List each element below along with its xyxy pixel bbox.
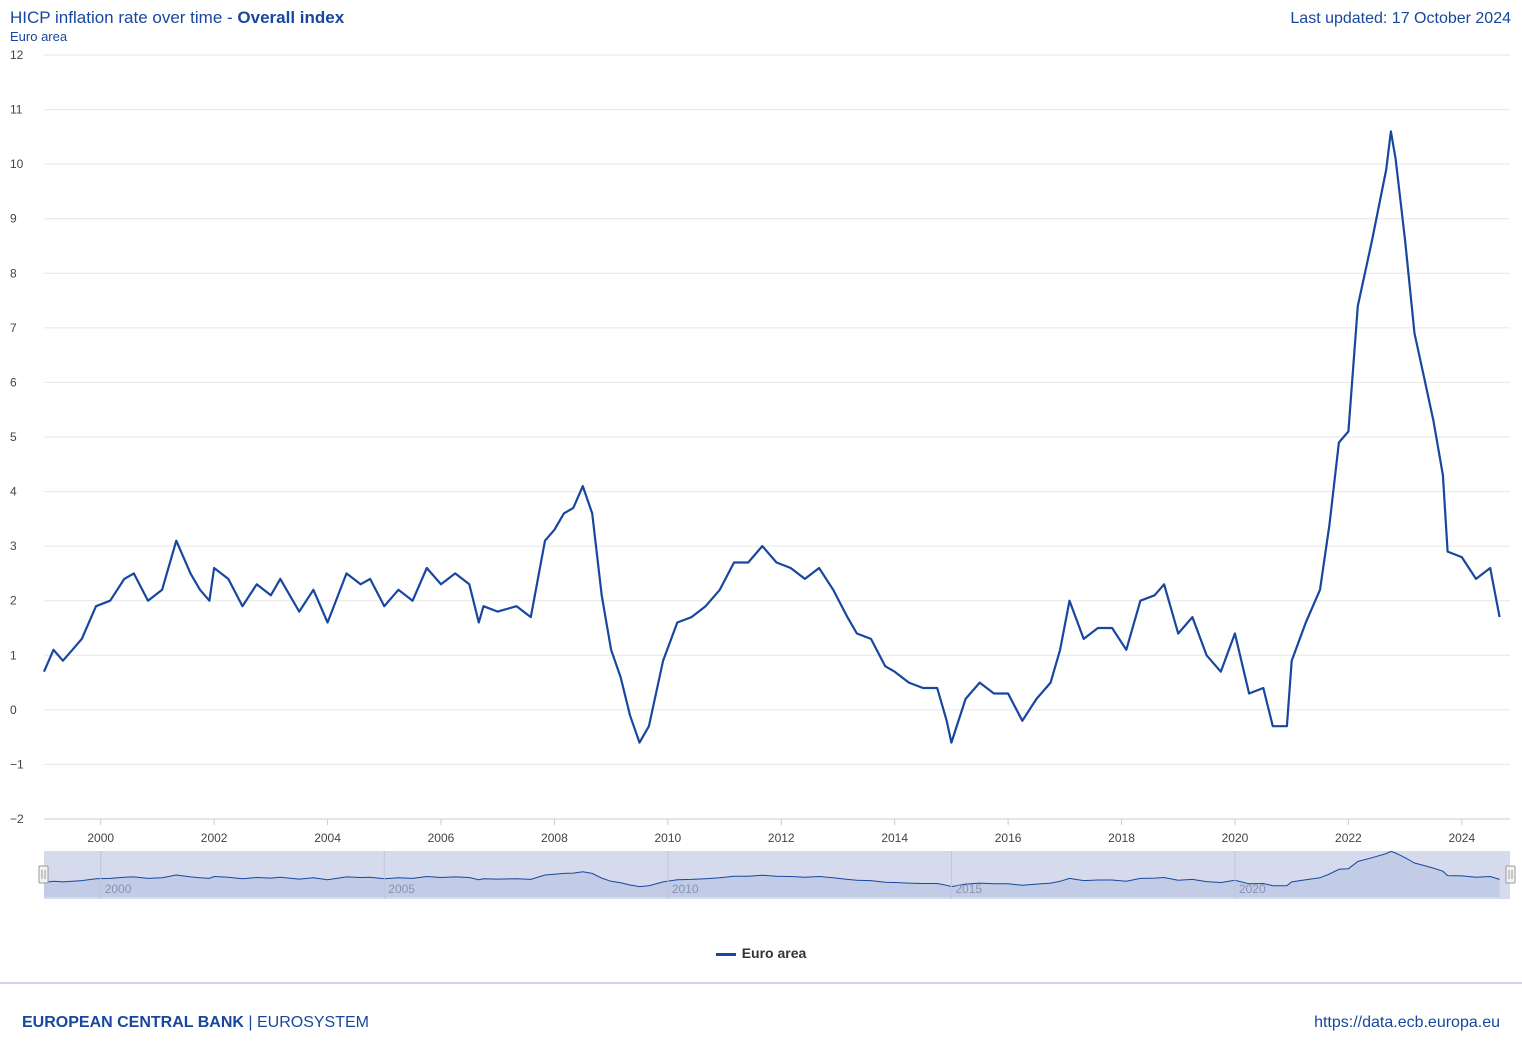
legend-line-icon <box>715 952 736 956</box>
chart-title: HICP inflation rate over time - Overall … <box>10 8 344 28</box>
navigator-line <box>43 850 1500 888</box>
chart-title-prefix: HICP inflation rate over time - <box>10 8 238 27</box>
y-tick-label: 6 <box>10 375 17 389</box>
footer-divider <box>0 982 1522 984</box>
footer-eurosystem: EUROSYSTEM <box>256 1014 369 1031</box>
y-tick-label: −1 <box>10 757 24 771</box>
y-tick-label: 7 <box>10 321 17 335</box>
y-tick-label: 12 <box>10 48 24 62</box>
x-tick-label: 2002 <box>201 831 228 845</box>
footer-branding: EUROPEAN CENTRAL BANK | EUROSYSTEM <box>22 1014 369 1032</box>
x-tick-label: 2006 <box>428 831 455 845</box>
x-tick-label: 2020 <box>1222 831 1249 845</box>
navigator-tick-label: 2010 <box>672 882 699 896</box>
x-tick-label: 2018 <box>1108 831 1135 845</box>
x-tick-label: 2008 <box>541 831 568 845</box>
chart-subtitle: Euro area <box>10 29 68 44</box>
y-tick-label: −2 <box>10 812 24 826</box>
y-tick-label: 9 <box>10 212 17 226</box>
y-tick-label: 5 <box>10 430 17 444</box>
x-tick-label: 2014 <box>881 831 908 845</box>
x-tick-label: 2022 <box>1335 831 1362 845</box>
legend-item-euro-area[interactable]: Euro area <box>741 945 807 961</box>
footer-separator: | <box>243 1014 257 1031</box>
navigator-tick-label: 2020 <box>1239 882 1266 896</box>
navigator-tick-label: 2005 <box>388 882 415 896</box>
navigator-handle-right[interactable] <box>1505 865 1516 884</box>
y-tick-label: 8 <box>10 266 17 280</box>
y-tick-label: 10 <box>10 157 24 171</box>
navigator-area <box>44 851 1500 897</box>
footer-url-link[interactable]: https://data.ecb.europa.eu <box>1314 1014 1500 1031</box>
chart-title-bold: Overall index <box>237 8 345 27</box>
grid-lines <box>44 54 1510 820</box>
y-tick-label: 3 <box>10 539 17 553</box>
navigator-tick-label: 2015 <box>955 882 982 896</box>
y-tick-label: 1 <box>10 648 17 662</box>
x-tick-label: 2012 <box>768 831 795 845</box>
navigator[interactable]: 2000 2005 2010 2015 2020 <box>38 850 1516 899</box>
navigator-tick-label: 2000 <box>105 882 132 896</box>
footer-bank-name: EUROPEAN CENTRAL BANK <box>22 1014 244 1031</box>
series-line-euro-area[interactable] <box>42 130 1501 744</box>
x-tick-label: 2010 <box>654 831 681 845</box>
navigator-ticks: 2000 2005 2010 2015 2020 <box>100 851 1266 899</box>
last-updated: Last updated: 17 October 2024 <box>1290 10 1511 27</box>
x-tick-label: 2000 <box>87 831 114 845</box>
y-tick-label: 11 <box>10 103 23 117</box>
x-tick-label: 2016 <box>995 831 1022 845</box>
x-tick-label: 2024 <box>1448 831 1475 845</box>
x-axis-ticks: 2000 2002 2004 2006 2008 2010 2012 2014 2016 2018… <box>87 819 1475 845</box>
x-tick-label: 2004 <box>314 831 341 845</box>
y-tick-label: 4 <box>10 485 17 499</box>
y-tick-label: 2 <box>10 594 17 608</box>
navigator-handle-left[interactable] <box>38 865 49 884</box>
y-tick-label: 0 <box>10 703 17 717</box>
legend[interactable]: Euro area <box>0 945 1522 961</box>
